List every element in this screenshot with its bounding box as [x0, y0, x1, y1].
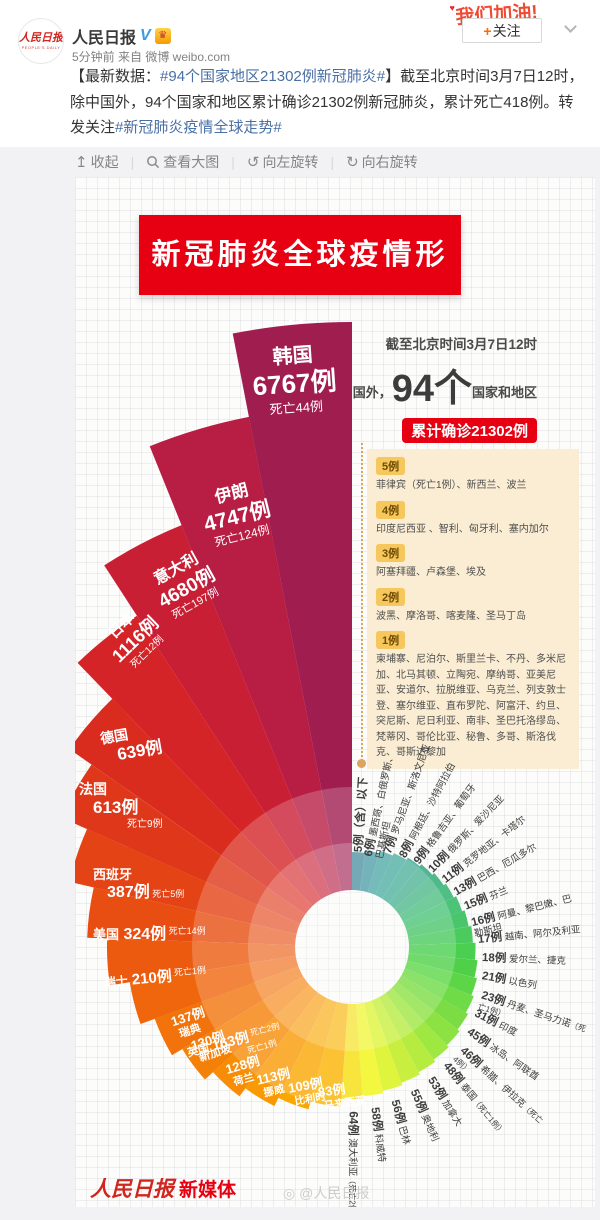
vip-crown-icon: ♛ [154, 28, 171, 44]
rotate-left-icon: ↺ [246, 154, 260, 171]
collapse-button[interactable]: ↥ 收起 [75, 154, 119, 171]
image-toolbar: ↥ 收起 | 查看大图 | ↺ 向左旋转 | ↻ 向右旋转 [0, 147, 600, 177]
weibo-watermark: ◎ @人民日报 [283, 1185, 370, 1201]
confirmed-pill: 累计确诊21302例 [402, 418, 537, 443]
brand-footer: 人民日报 新媒体 [90, 1177, 237, 1201]
toolbar-separator: | [330, 154, 335, 170]
collapse-icon: ↥ [75, 154, 88, 171]
chevron-down-icon[interactable] [564, 20, 577, 33]
low-count-box: 5例 菲律宾（死亡1例）、新西兰、波兰 4例 印度尼西亚 、智利、匈牙利、塞内加尔 … [367, 449, 579, 769]
dotted-connector-dot [357, 759, 366, 768]
count-countries: 菲律宾（死亡1例）、新西兰、波兰 [376, 480, 527, 491]
avatar-logo-subtext: PEOPLE'S DAILY [21, 45, 61, 50]
toolbar-separator: | [231, 154, 235, 170]
count-badge: 4例 [376, 500, 406, 519]
post-text: 【最新数据：#94个国家地区21302例新冠肺炎#】截至北京时间3月7日12时，… [70, 68, 584, 136]
rotate-right-button[interactable]: ↻ 向右旋转 [346, 154, 418, 171]
count-badge: 1例 [376, 631, 406, 649]
hashtag-link-1[interactable]: #94个国家地区21302例新冠肺炎# [160, 68, 386, 85]
verified-v-icon: V [140, 27, 151, 44]
dotted-connector [361, 443, 363, 761]
avatar-logo-text: 人民日报 [19, 32, 63, 44]
hashtag-link-2[interactable]: #新冠肺炎疫情全球走势# [115, 119, 282, 136]
magnifier-icon [147, 156, 160, 169]
follow-button[interactable]: +关注 [462, 18, 542, 43]
count-badge: 5例 [376, 457, 406, 475]
count-countries: 阿塞拜疆、卢森堡、埃及 [376, 567, 486, 578]
count-badge: 3例 [376, 544, 406, 562]
weibo-post-card: 人民日报 PEOPLE'S DAILY 人民日报 V ♛ 5分钟前 来自 微博 … [0, 0, 600, 147]
count-countries: 印度尼西亚 、智利、匈牙利、塞内加尔 [376, 523, 549, 535]
rotate-left-button[interactable]: ↺ 向左旋转 [246, 154, 319, 171]
toolbar-separator: | [130, 154, 135, 170]
post-time-source: 5分钟前 来自 微博 weibo.com [72, 50, 231, 64]
plus-icon: + [483, 22, 492, 39]
view-large-button[interactable]: 查看大图 [146, 152, 219, 172]
count-badge: 2例 [376, 587, 406, 606]
rotate-right-icon: ↻ [346, 154, 359, 171]
brand-logo: 人民日报 [90, 1177, 174, 1201]
as-of-time: 截至北京时间3月7日12时 [385, 337, 537, 352]
count-countries: 波黑、摩洛哥、喀麦隆、圣马丁岛 [376, 610, 526, 622]
count-countries: 柬埔寨、尼泊尔、斯里兰卡、不丹、多米尼加、北马其顿、立陶宛、摩纳哥、亚美尼亚、安… [376, 654, 566, 758]
countries-count: 94个 [391, 368, 472, 410]
media-area: ↥ 收起 | 查看大图 | ↺ 向左旋转 | ↻ 向右旋转 新冠肺炎全球疫情形势… [0, 147, 600, 1220]
radial-fan-chart [75, 322, 512, 1110]
infographic-image[interactable]: 新冠肺炎全球疫情形势 截至北京时间3月7日12时 除中国外，94个国家和地区 累… [75, 177, 595, 1207]
infographic-title: 新冠肺炎全球疫情形势 [139, 215, 461, 351]
weibo-icon: ◎ [283, 1185, 300, 1201]
avatar[interactable]: 人民日报 PEOPLE'S DAILY [18, 18, 64, 64]
author-name[interactable]: 人民日报 [72, 30, 137, 47]
